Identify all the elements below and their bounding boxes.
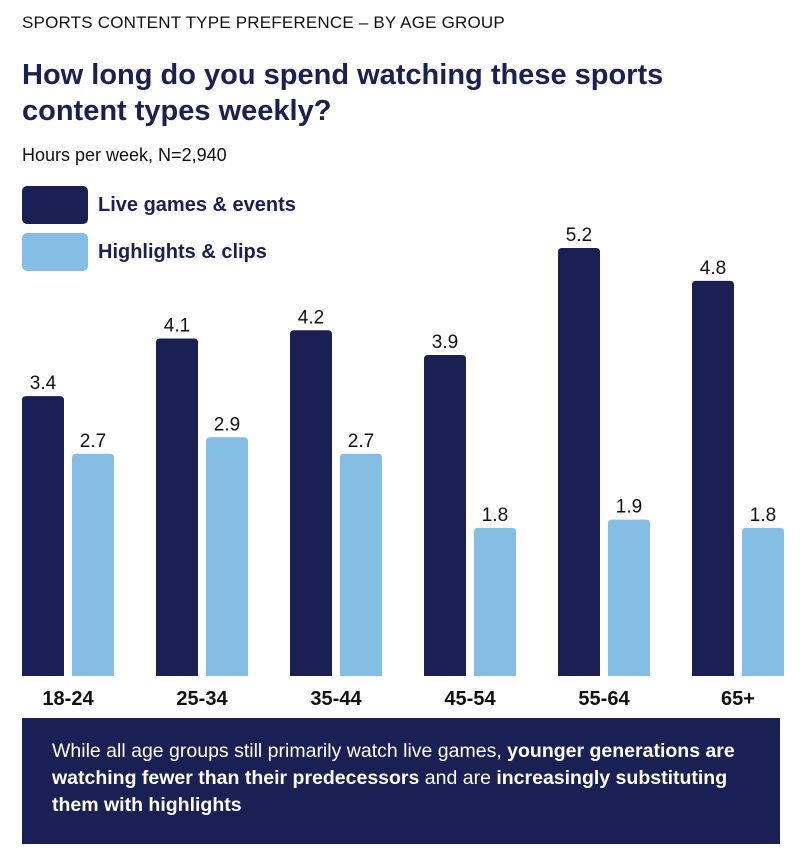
legend-item-live: Live games & events [22,186,296,224]
legend-item-highlights: Highlights & clips [22,233,267,271]
data-label-live-25-34: 4.1 [164,316,190,337]
callout-text-1: While all age groups still primarily wat… [52,740,508,762]
bar-group-55-64: 5.2 1.9 55-64 [558,225,650,710]
bar-group-35-44: 4.2 2.7 35-44 [290,307,382,710]
bar-live-18-24 [22,396,64,676]
bar-live-55-64 [558,248,600,676]
bar-highlights-18-24 [72,453,114,676]
data-label-live-55-64: 5.2 [566,225,592,246]
legend-swatch-live [22,186,88,224]
data-label-highlights-65+: 1.8 [750,505,776,526]
bar-highlights-55-64 [608,519,650,676]
bar-highlights-45-54 [474,527,516,676]
data-label-live-65+: 4.8 [700,258,726,279]
bar-live-35-44 [290,330,332,676]
data-label-highlights-18-24: 2.7 [80,431,106,452]
bar-highlights-25-34 [206,437,248,676]
bar-group-45-54: 3.9 1.8 45-54 [424,332,516,710]
insight-callout: While all age groups still primarily wat… [22,718,780,844]
callout-text-2: and are [419,767,497,789]
data-label-highlights-25-34: 2.9 [214,414,240,435]
data-label-live-18-24: 3.4 [30,373,57,394]
x-tick-label-25-34: 25-34 [176,688,228,710]
x-tick-label-55-64: 55-64 [578,688,630,710]
bar-group-18-24: 3.4 2.7 18-24 [22,373,114,710]
x-tick-label-18-24: 18-24 [42,688,94,710]
chart-title: How long do you spend watching these spo… [22,59,664,127]
data-label-highlights-55-64: 1.9 [616,497,642,518]
bar-highlights-35-44 [340,453,382,676]
callout-bold-2: increasingly substituting them with high… [52,767,728,816]
x-tick-label-65+: 65+ [721,688,755,710]
data-label-highlights-45-54: 1.8 [482,505,508,526]
data-label-highlights-35-44: 2.7 [348,431,374,452]
bar-live-45-54 [424,355,466,676]
legend-label-live: Live games & events [98,193,296,216]
chart-kicker: SPORTS CONTENT TYPE PREFERENCE – BY AGE … [22,13,505,32]
bar-group-65+: 4.8 1.8 65+ [692,258,784,710]
data-label-live-35-44: 4.2 [298,307,324,328]
x-tick-label-35-44: 35-44 [310,688,362,710]
bar-live-25-34 [156,338,198,676]
legend-label-highlights: Highlights & clips [98,240,267,263]
bar-highlights-65+ [742,527,784,676]
x-tick-label-45-54: 45-54 [444,688,496,710]
bar-group-25-34: 4.1 2.9 25-34 [156,316,248,710]
bar-chart: 3.42.718-244.12.925-344.22.735-443.91.84… [22,225,784,710]
legend-swatch-highlights [22,233,88,271]
bar-live-65+ [692,280,734,676]
data-label-live-45-54: 3.9 [432,332,458,353]
callout-bold-1: younger generations are watching fewer t… [52,740,735,789]
chart-subtitle: Hours per week, N=2,940 [22,145,227,165]
